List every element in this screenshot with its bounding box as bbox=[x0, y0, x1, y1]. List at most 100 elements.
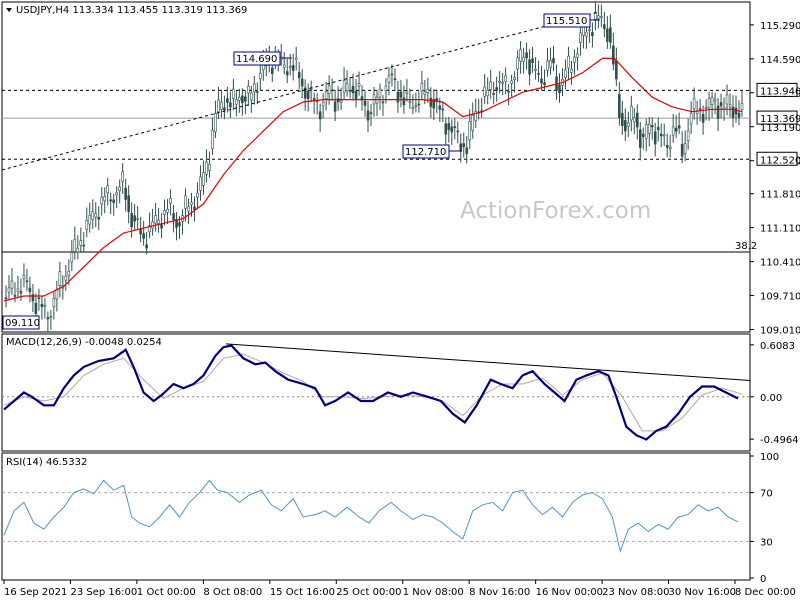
candle-body bbox=[564, 69, 567, 78]
candle-body bbox=[411, 107, 415, 109]
candle-body bbox=[333, 101, 337, 112]
candle-body bbox=[7, 287, 11, 293]
candle-body bbox=[531, 58, 534, 63]
macd-title: MACD(12,26,9) -0.0048 0.0254 bbox=[6, 337, 162, 348]
candle-body bbox=[731, 106, 735, 118]
candle-body bbox=[546, 60, 549, 71]
candle-body bbox=[306, 90, 310, 99]
candle-body bbox=[507, 91, 510, 93]
macd-trendline bbox=[225, 343, 751, 382]
candle-body bbox=[701, 114, 705, 123]
price-tag-box bbox=[756, 82, 798, 97]
candle-body bbox=[187, 206, 190, 212]
candle-body bbox=[250, 92, 253, 101]
candle-body bbox=[303, 87, 307, 99]
candle-body bbox=[67, 270, 71, 276]
candle-body bbox=[282, 64, 286, 68]
candle-body bbox=[318, 111, 322, 120]
trendlines bbox=[1, 11, 751, 382]
candle-body bbox=[163, 210, 166, 215]
candle-body bbox=[139, 229, 142, 235]
candle-body bbox=[405, 91, 409, 94]
candle-body bbox=[366, 110, 370, 121]
candle-body bbox=[339, 100, 343, 103]
candle-body bbox=[324, 91, 328, 99]
macd-y-tick-label: 0.00 bbox=[760, 393, 782, 404]
candle-body bbox=[621, 112, 624, 126]
candle-body bbox=[647, 123, 651, 134]
candle-body bbox=[659, 133, 663, 137]
candle-body bbox=[91, 211, 95, 220]
candle-body bbox=[644, 124, 648, 139]
price-title-group: USDJPY,H4 113.334 113.455 113.319 113.36… bbox=[6, 5, 247, 16]
candle-body bbox=[471, 114, 475, 131]
candle-body bbox=[94, 213, 98, 218]
candle-body bbox=[462, 143, 466, 148]
candle-body bbox=[124, 187, 127, 200]
candle-body bbox=[393, 78, 397, 81]
candle-body bbox=[55, 289, 59, 300]
candle-body bbox=[148, 225, 151, 233]
macd-y-tick-label: -0.4964 bbox=[760, 435, 799, 446]
rsi-lines bbox=[2, 479, 750, 553]
candle-body bbox=[710, 97, 714, 105]
rsi-y-tick-label: 0 bbox=[760, 574, 766, 585]
candle-body bbox=[402, 97, 406, 106]
candle-body bbox=[217, 99, 220, 113]
candle-body bbox=[441, 108, 445, 111]
x-tick-label: 8 Dec 00:00 bbox=[735, 587, 796, 598]
price-label-112-710: 112.710 bbox=[405, 147, 446, 158]
candle-body bbox=[680, 143, 684, 157]
candle-body bbox=[456, 130, 460, 133]
y-axis-labels: 115.290114.590113.890113.190112.490111.8… bbox=[750, 21, 800, 585]
y-tick-label: 114.590 bbox=[760, 55, 800, 66]
candle-body bbox=[235, 99, 238, 105]
candle-body bbox=[211, 130, 214, 149]
rsi-panel bbox=[1, 452, 751, 581]
candle-body bbox=[543, 82, 546, 86]
candle-body bbox=[603, 24, 606, 30]
rising-trendline bbox=[1, 11, 599, 171]
candle-body bbox=[70, 252, 74, 263]
candle-body bbox=[184, 195, 187, 209]
candle-body bbox=[525, 52, 528, 59]
candle-body bbox=[632, 117, 636, 123]
price-tag-label: 113.369 bbox=[760, 114, 800, 125]
candle-body bbox=[196, 192, 199, 198]
candle-body bbox=[52, 298, 56, 307]
candle-body bbox=[381, 101, 385, 104]
candle-body bbox=[384, 85, 388, 91]
candle-body bbox=[85, 220, 89, 230]
candle-body bbox=[115, 192, 118, 196]
candle-body bbox=[671, 126, 675, 136]
candle-body bbox=[253, 83, 256, 93]
candle-body bbox=[37, 297, 41, 299]
candle-body bbox=[157, 219, 160, 224]
candle-body bbox=[43, 304, 47, 307]
candle-body bbox=[202, 172, 205, 186]
candle-body bbox=[537, 72, 540, 75]
candle-body bbox=[229, 102, 232, 108]
candle-body bbox=[501, 81, 504, 84]
candle-body bbox=[360, 96, 364, 101]
x-tick-label: 8 Nov 16:00 bbox=[469, 587, 530, 598]
candle-body bbox=[665, 145, 669, 148]
candle-body bbox=[88, 214, 92, 225]
watermark: ActionForex.com bbox=[460, 198, 651, 224]
y-tick-label: 109.010 bbox=[760, 326, 800, 337]
fib-38-label: 38.2 bbox=[735, 241, 757, 252]
macd-lines bbox=[2, 344, 750, 441]
price-tag-label: 112.520 bbox=[760, 155, 800, 166]
candle-body bbox=[13, 295, 17, 297]
rsi-y-tick-label: 30 bbox=[760, 537, 773, 548]
candle-body bbox=[220, 101, 223, 110]
candle-body bbox=[615, 60, 618, 80]
candle-body bbox=[160, 224, 163, 229]
candle-body bbox=[10, 280, 14, 289]
x-tick-label: 1 Oct 00:00 bbox=[137, 587, 196, 598]
candle-body bbox=[291, 65, 295, 71]
candle-body bbox=[438, 105, 442, 110]
candle-body bbox=[154, 215, 157, 224]
candle-body bbox=[133, 215, 136, 222]
candle-body bbox=[238, 97, 241, 101]
